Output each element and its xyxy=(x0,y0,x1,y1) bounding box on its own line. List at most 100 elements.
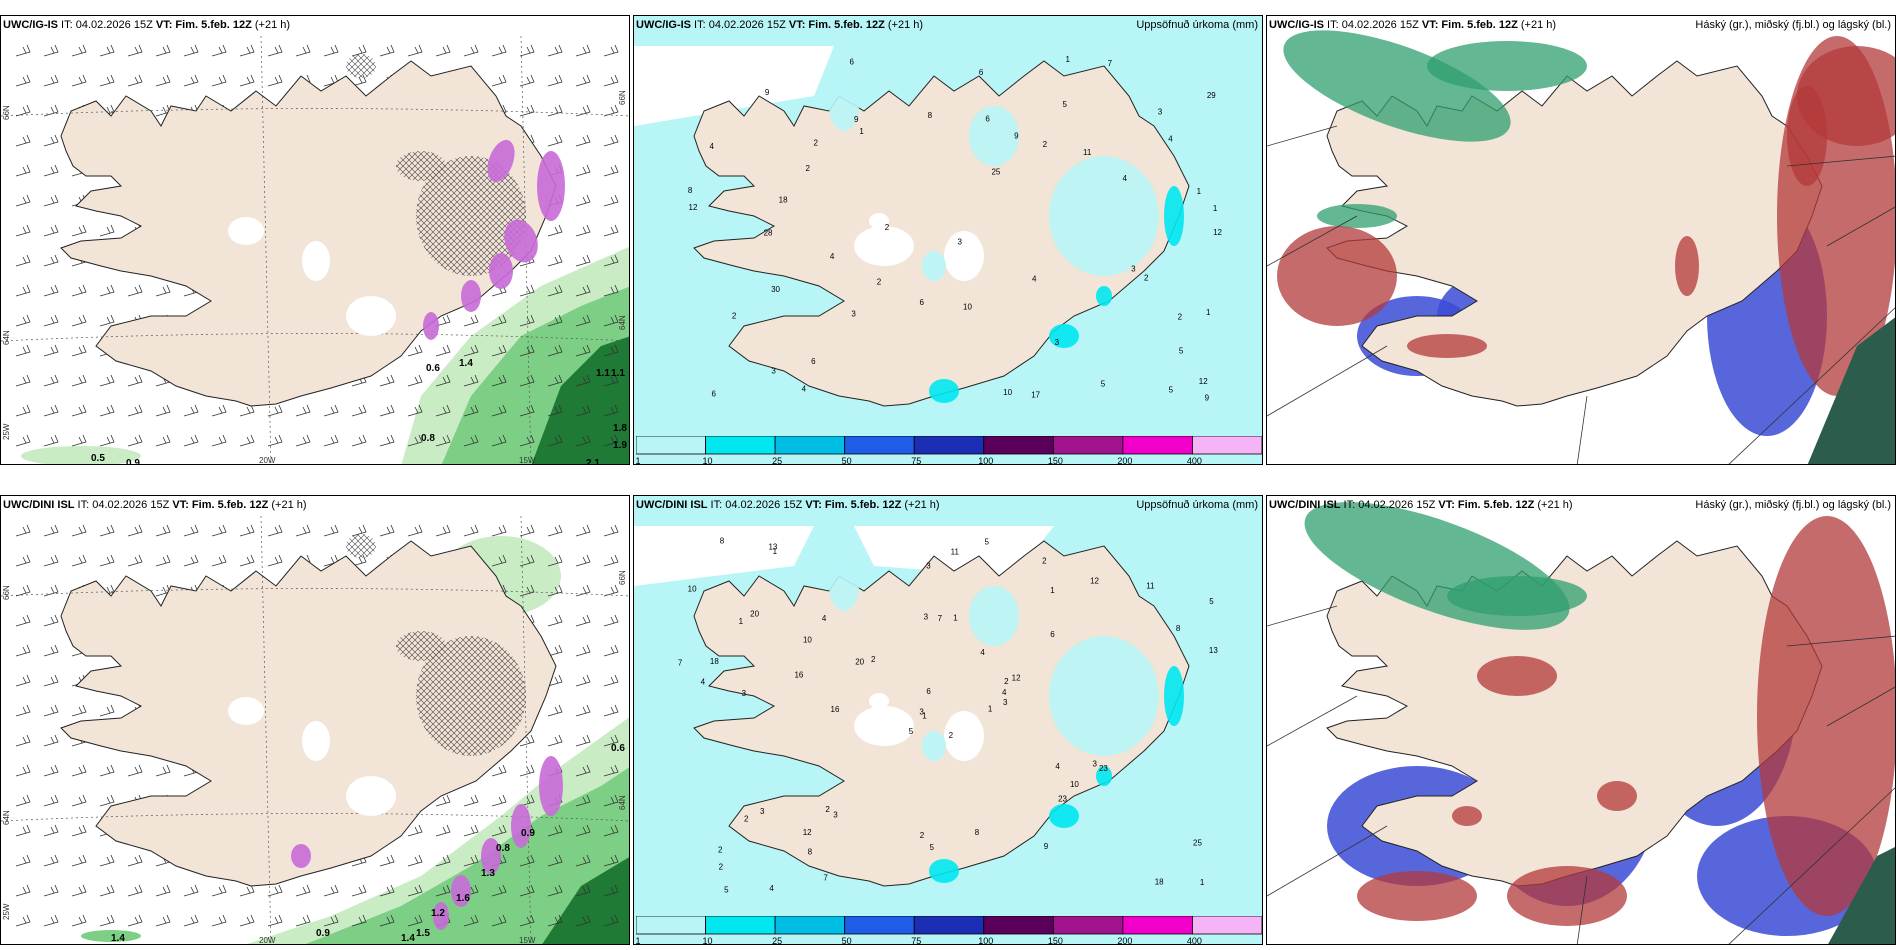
value-label: 5 xyxy=(1209,597,1214,606)
value-label: 12 xyxy=(803,828,812,837)
precip-hatch xyxy=(396,631,446,661)
wind-barb xyxy=(211,884,227,897)
precip-heavy xyxy=(1049,324,1079,348)
wind-barb xyxy=(15,884,31,897)
precip-heavy xyxy=(1096,286,1112,306)
colorbar-swatch xyxy=(1122,916,1193,935)
wind-barb xyxy=(547,344,563,357)
boundary-line xyxy=(1267,125,1338,147)
value-label: 1.1 xyxy=(611,368,625,379)
ice-cap xyxy=(228,697,264,725)
value-label: 11 xyxy=(951,548,960,557)
wind-barb xyxy=(435,794,451,807)
wind-barb xyxy=(71,554,87,567)
graticule-label: 15W xyxy=(519,456,536,465)
value-label: 3 xyxy=(924,613,929,622)
wind-barb xyxy=(323,434,339,447)
value-label: 16 xyxy=(794,671,803,680)
wind-barb xyxy=(155,554,171,567)
wind-barb xyxy=(71,344,87,357)
wind-barb xyxy=(43,44,59,57)
wind-barb xyxy=(407,884,423,897)
wind-barb xyxy=(463,434,479,447)
value-label: 1 xyxy=(859,127,864,136)
wind-barb xyxy=(99,704,115,717)
value-label: 12 xyxy=(1213,228,1222,237)
wind-barb xyxy=(71,704,87,717)
wind-barb xyxy=(463,404,479,417)
colorbar-tick-label: 1 xyxy=(635,456,641,465)
value-label: 1 xyxy=(1066,55,1071,64)
value-label: 1.5 xyxy=(416,928,430,939)
wind-barb xyxy=(575,854,591,867)
wind-barb xyxy=(239,884,255,897)
wind-barb xyxy=(15,824,31,837)
wind-barb xyxy=(463,794,479,807)
wind-barb xyxy=(491,74,507,87)
wind-barb xyxy=(603,404,619,417)
value-label: 4 xyxy=(822,614,827,623)
wind-barb xyxy=(407,854,423,867)
value-label: 6 xyxy=(985,114,990,123)
wind-barb xyxy=(575,734,591,747)
wind-barb xyxy=(267,404,283,417)
mid-cloud xyxy=(1357,871,1477,921)
value-label: 0.9 xyxy=(126,458,140,465)
graticule-label: 64N xyxy=(2,810,11,825)
wind-barb xyxy=(71,284,87,297)
wind-barb xyxy=(491,404,507,417)
wind-barb xyxy=(379,404,395,417)
cloud-map xyxy=(1267,496,1895,944)
map-panel-ig-cloud: UWC/IG-IS IT: 04.02.2026 15Z VT: Fim. 5.… xyxy=(1266,15,1896,465)
value-label: 2 xyxy=(1004,677,1009,686)
wind-barb xyxy=(267,914,283,927)
value-label: 1 xyxy=(1213,204,1218,213)
wind-barb xyxy=(463,524,479,537)
boundary-line xyxy=(1576,875,1588,944)
map-panel-ig-wind: UWC/IG-IS IT: 04.02.2026 15Z VT: Fim. 5.… xyxy=(0,15,630,465)
value-label: 1.4 xyxy=(111,933,125,944)
wind-barb xyxy=(519,524,535,537)
wind-barb xyxy=(155,914,171,927)
colorbar-swatch xyxy=(1052,436,1124,455)
wind-barb xyxy=(43,224,59,237)
value-label: 0.8 xyxy=(496,843,510,854)
wind-barb xyxy=(575,134,591,147)
wind-barb xyxy=(575,884,591,897)
colorbar-tick-label: 150 xyxy=(1047,936,1063,945)
boundary-line xyxy=(1786,635,1895,647)
value-label: 5 xyxy=(1062,100,1067,109)
precip-area xyxy=(969,106,1019,166)
graticule-label: 66N xyxy=(618,90,627,105)
wind-speed-dark xyxy=(531,336,629,464)
wind-barb xyxy=(183,404,199,417)
value-label: 18 xyxy=(710,657,719,666)
ice-cap xyxy=(302,721,330,761)
precip-area xyxy=(1049,156,1159,276)
wind-barb xyxy=(435,344,451,357)
graticule-label: 64N xyxy=(618,795,627,810)
wind-barb xyxy=(267,524,283,537)
wind-barb xyxy=(127,434,143,447)
wind-barb xyxy=(603,764,619,777)
map-panel-dini-cloud: UWC/DINI ISL IT: 04.02.2026 15Z VT: Fim.… xyxy=(1266,495,1896,945)
value-label: 11 xyxy=(1083,148,1092,157)
wind-barb xyxy=(575,224,591,237)
value-label: 1 xyxy=(1197,187,1202,196)
wind-barb xyxy=(71,914,87,927)
value-label: 3 xyxy=(1093,760,1098,769)
wind-barb xyxy=(603,914,619,927)
wind-barb xyxy=(435,44,451,57)
wind-barb xyxy=(15,854,31,867)
value-label: 3 xyxy=(926,561,931,570)
overcast-area xyxy=(1828,847,1895,944)
colorbar-tick-label: 100 xyxy=(978,456,994,465)
wind-barb xyxy=(603,884,619,897)
wind-barb xyxy=(603,644,619,657)
wind-barb xyxy=(575,254,591,267)
wind-barb xyxy=(435,524,451,537)
wind-barb xyxy=(211,404,227,417)
wind-barb xyxy=(547,224,563,237)
wind-barb xyxy=(547,524,563,537)
wind-barb xyxy=(547,314,563,327)
